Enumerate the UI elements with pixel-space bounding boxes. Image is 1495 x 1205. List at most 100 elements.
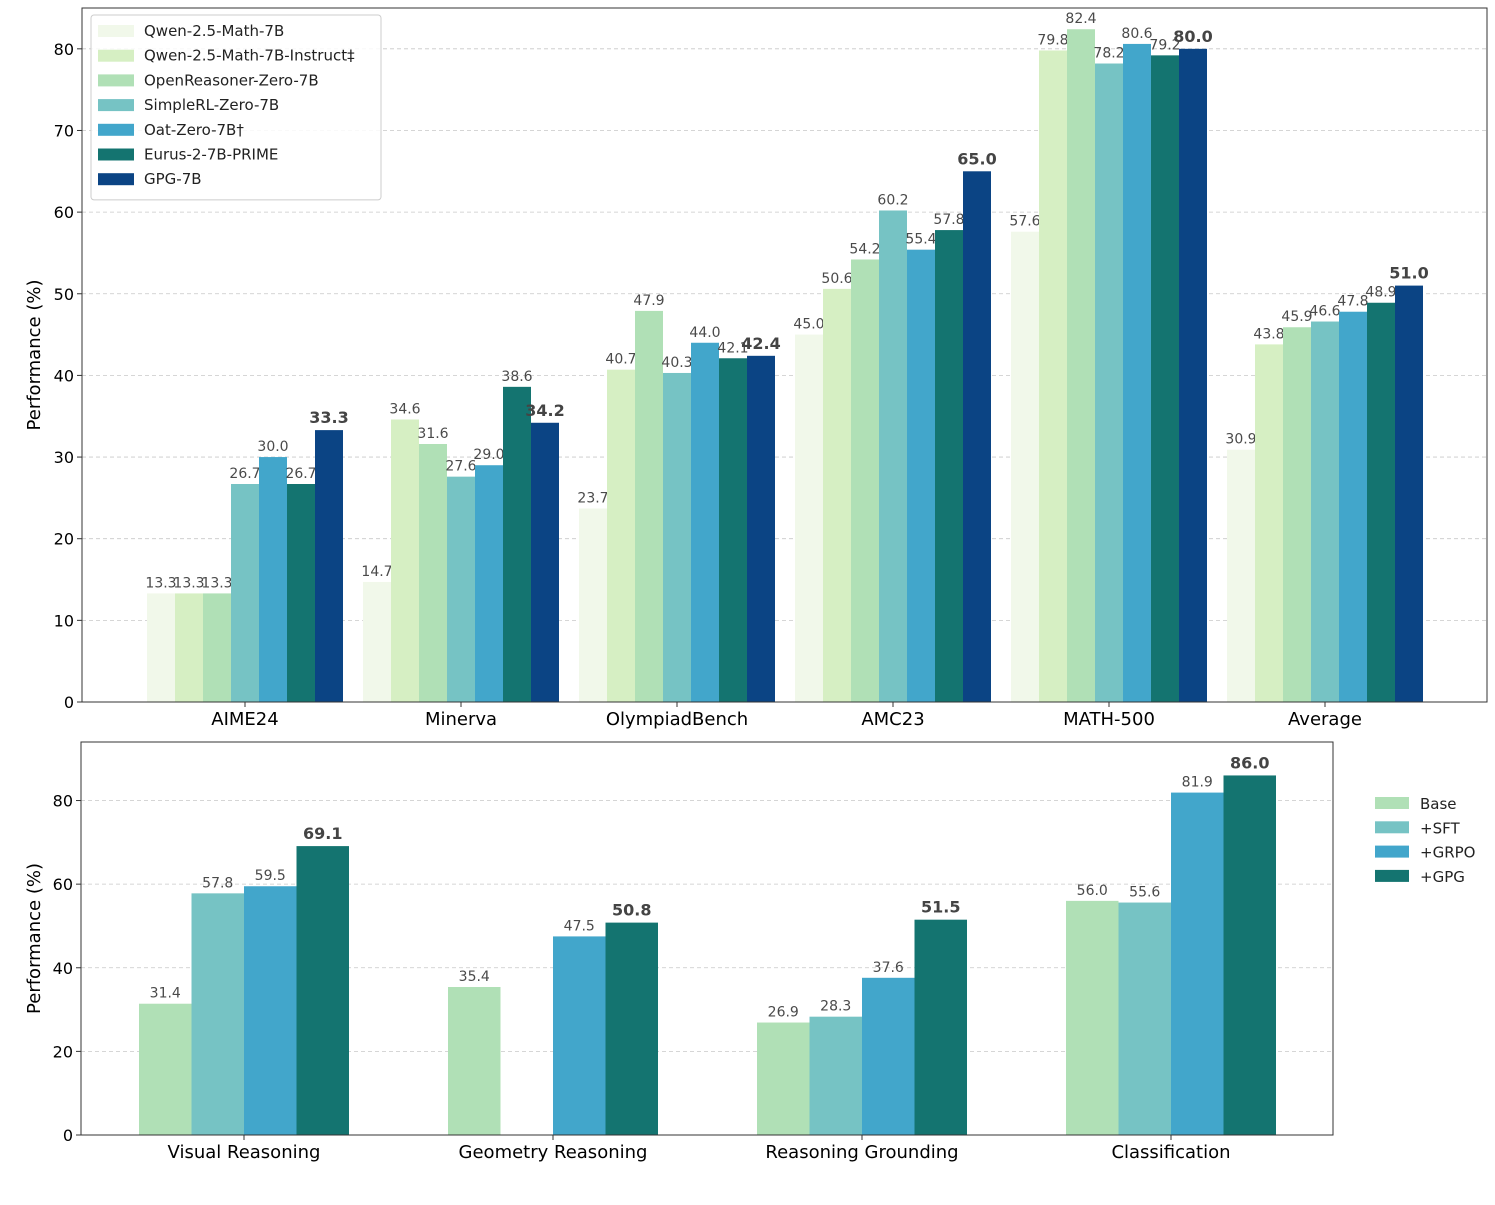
bar-math-500-eurus-2-7b-prime <box>1151 55 1179 703</box>
bar-aime24-gpg-7b <box>315 430 343 702</box>
data-label-olympiadbench-eurus-2-7b-prime: 42.1 <box>717 340 748 356</box>
bar-geometry-reasoning-gpg <box>605 922 658 1135</box>
bar-classification-grpo <box>1171 792 1224 1135</box>
legend-label-base: Base <box>1420 795 1457 813</box>
bar-minerva-eurus-2-7b-prime <box>503 386 531 702</box>
data-label-minerva-oat-zero-7b: 29.0 <box>473 447 504 463</box>
y-tick-label: 80 <box>53 792 73 811</box>
y-tick-label: 10 <box>54 611 74 630</box>
bar-amc23-openreasoner-zero-7b <box>851 259 879 702</box>
data-label-reasoning-grounding-grpo: 37.6 <box>873 960 904 976</box>
data-label-aime24-openreasoner-zero-7b: 13.3 <box>201 575 232 591</box>
bar-olympiadbench-gpg-7b <box>747 355 775 702</box>
data-label-amc23-gpg-7b: 65.0 <box>957 149 996 168</box>
bar-olympiadbench-oat-zero-7b <box>691 342 719 702</box>
bar-amc23-gpg-7b <box>963 171 991 702</box>
bar-classification-gpg <box>1223 775 1276 1135</box>
x-tick-label-geometry-reasoning: Geometry Reasoning <box>459 1142 648 1163</box>
bar-aime24-qwen-2-5-math-7b <box>147 593 175 702</box>
legend-swatch-oat-zero-7b <box>98 123 134 136</box>
bar-geometry-reasoning-grpo <box>553 936 606 1135</box>
legend-label-eurus-2-7b-prime: Eurus-2-7B-PRIME <box>144 146 278 164</box>
data-label-amc23-qwen-2-5-math-7b: 45.0 <box>793 317 824 333</box>
legend-swatch-base <box>1375 797 1409 809</box>
bar-minerva-gpg-7b <box>531 422 559 702</box>
bar-reasoning-grounding-gpg <box>914 919 967 1135</box>
data-label-olympiadbench-qwen-2-5-math-7b: 23.7 <box>577 490 608 506</box>
bar-visual-reasoning-grpo <box>244 886 297 1135</box>
bar-reasoning-grounding-grpo <box>862 977 915 1135</box>
y-tick-label: 0 <box>63 1126 73 1145</box>
data-label-olympiadbench-gpg-7b: 42.4 <box>741 334 780 353</box>
data-label-average-openreasoner-zero-7b: 45.9 <box>1281 309 1312 325</box>
data-label-olympiadbench-qwen-2-5-math-7b-instruct: 40.7 <box>605 352 636 368</box>
bar-amc23-eurus-2-7b-prime <box>935 230 963 702</box>
x-tick-label-aime24: AIME24 <box>211 709 278 730</box>
bar-aime24-qwen-2-5-math-7b-instruct <box>175 593 203 702</box>
bar-aime24-oat-zero-7b <box>259 457 287 702</box>
bar-visual-reasoning-base <box>139 1003 192 1135</box>
bar-average-qwen-2-5-math-7b <box>1227 449 1255 702</box>
legend-swatch-grpo <box>1375 845 1409 858</box>
bar-olympiadbench-openreasoner-zero-7b <box>635 310 663 702</box>
data-label-reasoning-grounding-base: 26.9 <box>768 1005 799 1021</box>
legend-label-gpg-7b: GPG-7B <box>144 170 202 188</box>
data-label-aime24-oat-zero-7b: 30.0 <box>257 439 288 455</box>
bar-amc23-simplerl-zero-7b <box>879 210 907 702</box>
x-tick-label-average: Average <box>1288 709 1362 730</box>
bar-reasoning-grounding-base <box>757 1022 810 1135</box>
data-label-visual-reasoning-gpg: 69.1 <box>303 824 342 843</box>
bar-average-simplerl-zero-7b <box>1311 321 1339 702</box>
data-label-average-gpg-7b: 51.0 <box>1389 264 1428 283</box>
bar-average-gpg-7b <box>1395 285 1423 702</box>
bar-math-500-gpg-7b <box>1179 48 1207 702</box>
data-label-geometry-reasoning-grpo: 47.5 <box>564 918 595 934</box>
data-label-geometry-reasoning-base: 35.4 <box>459 969 490 985</box>
data-label-minerva-qwen-2-5-math-7b-instruct: 34.6 <box>389 402 420 418</box>
bar-minerva-simplerl-zero-7b <box>447 476 475 702</box>
legend-label-grpo: +GRPO <box>1420 844 1475 862</box>
data-label-math-500-qwen-2-5-math-7b: 57.6 <box>1009 214 1040 230</box>
bar-olympiadbench-qwen-2-5-math-7b-instruct <box>607 369 635 702</box>
data-label-minerva-qwen-2-5-math-7b: 14.7 <box>361 564 392 580</box>
data-label-average-qwen-2-5-math-7b: 30.9 <box>1225 432 1256 448</box>
data-label-minerva-simplerl-zero-7b: 27.6 <box>445 459 476 475</box>
bar-aime24-eurus-2-7b-prime <box>287 484 315 702</box>
legend: Base +SFT +GRPO +GPG <box>1375 795 1475 886</box>
data-label-amc23-oat-zero-7b: 55.4 <box>905 232 936 248</box>
y-tick-label: 60 <box>54 203 74 222</box>
chart-top-math-benchmarks: 0 10 20 30 40 50 60 70 80 Performance (%) AIME24 13… <box>24 7 1488 730</box>
x-tick-label-visual-reasoning: Visual Reasoning <box>168 1142 321 1163</box>
bar-amc23-qwen-2-5-math-7b-instruct <box>823 288 851 702</box>
y-tick-label: 40 <box>53 959 73 978</box>
legend-swatch-gpg-7b <box>98 173 134 186</box>
bar-amc23-qwen-2-5-math-7b <box>795 334 823 702</box>
bar-aime24-simplerl-zero-7b <box>231 484 259 702</box>
bar-average-eurus-2-7b-prime <box>1367 302 1395 702</box>
data-label-math-500-oat-zero-7b: 80.6 <box>1121 26 1152 42</box>
data-label-math-500-eurus-2-7b-prime: 79.2 <box>1149 37 1180 53</box>
data-label-aime24-qwen-2-5-math-7b-instruct: 13.3 <box>173 575 204 591</box>
data-label-average-qwen-2-5-math-7b-instruct: 43.8 <box>1253 326 1284 342</box>
legend-label-openreasoner-zero-7b: OpenReasoner-Zero-7B <box>144 71 319 89</box>
bar-geometry-reasoning-base <box>448 986 501 1135</box>
x-tick-label-minerva: Minerva <box>425 709 497 730</box>
legend-box <box>90 14 382 201</box>
x-tick-label-reasoning-grounding: Reasoning Grounding <box>765 1142 958 1163</box>
data-label-aime24-simplerl-zero-7b: 26.7 <box>229 466 260 482</box>
data-label-classification-sft: 55.6 <box>1129 885 1160 901</box>
bar-amc23-oat-zero-7b <box>907 249 935 702</box>
plot-frame <box>81 7 1488 703</box>
y-tick-label: 80 <box>54 40 74 59</box>
legend-swatch-sft <box>1375 821 1409 834</box>
legend-swatch-gpg <box>1375 869 1409 882</box>
data-label-average-oat-zero-7b: 47.8 <box>1337 294 1368 310</box>
bar-reasoning-grounding-sft <box>809 1016 862 1135</box>
y-tick-label: 70 <box>54 121 74 140</box>
legend-label-simplerl-zero-7b: SimpleRL-Zero-7B <box>144 96 279 114</box>
bar-minerva-openreasoner-zero-7b <box>419 443 447 702</box>
legend-swatch-simplerl-zero-7b <box>98 99 134 112</box>
y-axis-title: Performance (%) <box>24 280 45 431</box>
data-label-amc23-eurus-2-7b-prime: 57.8 <box>933 212 964 228</box>
data-label-average-eurus-2-7b-prime: 48.9 <box>1365 285 1396 301</box>
